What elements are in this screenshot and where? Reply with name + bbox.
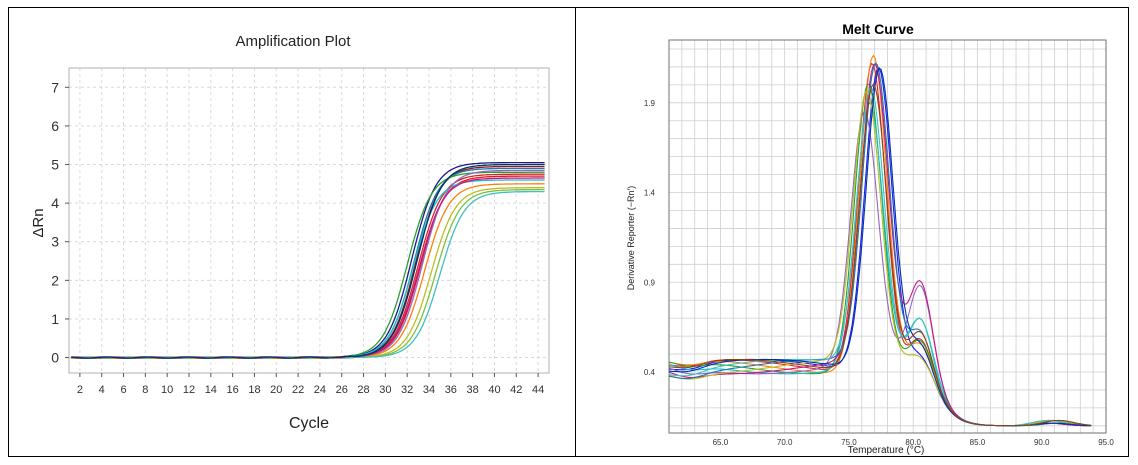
amp-x-tick-label: 14: [205, 384, 217, 396]
amp-x-tick-label: 40: [488, 384, 500, 396]
amp-x-tick-label: 28: [357, 384, 369, 396]
amp-y-tick-label: 0: [51, 350, 59, 366]
melt-y-tick-label: 1.9: [644, 99, 656, 108]
amp-y-tick-label: 7: [51, 79, 59, 95]
amp-x-tick-label: 34: [423, 384, 435, 396]
amplification-plot: Amplification Plot 2 4 6 8 10 12 14 16 18 20 22 24 2…: [30, 33, 550, 432]
amp-x-tick-label: 4: [99, 384, 105, 396]
amplification-grid: [69, 68, 549, 373]
melt-x-tick-label: 75.0: [841, 438, 857, 447]
melt-y-tick-label: 0.9: [644, 278, 656, 287]
melt-x-tick-label: 65.0: [713, 438, 729, 447]
amplification-y-ticks: 0 1 2 3 4 5 6 7: [51, 79, 69, 366]
amplification-y-label: ΔRn: [30, 208, 47, 237]
amp-x-tick-label: 8: [142, 384, 148, 396]
amp-series-line: [71, 171, 545, 359]
amp-series-line: [71, 169, 545, 359]
amp-series-line: [71, 183, 545, 359]
amp-x-tick-label: 44: [532, 384, 544, 396]
melt-y-tick-label: 0.4: [644, 368, 656, 377]
amplification-x-ticks: 2 4 6 8 10 12 14 16 18 20 22 24 26 28 30 32 34 36 38 40 42 44: [77, 373, 544, 396]
melt-y-label: Derivative Reporter (−Rn′): [626, 186, 636, 290]
amp-x-tick-label: 22: [292, 384, 304, 396]
melt-x-tick-label: 85.0: [970, 438, 986, 447]
amp-x-tick-label: 42: [510, 384, 522, 396]
amp-series-line: [71, 190, 545, 359]
amp-series-line: [71, 188, 545, 359]
melt-curve-title: Melt Curve: [842, 21, 914, 37]
figure-frame: Amplification Plot 2 4 6 8 10 12 14 16 18 20 22 24 2…: [8, 7, 1129, 457]
amp-x-tick-label: 38: [467, 384, 479, 396]
melt-series-line: [668, 90, 1092, 427]
panel-divider: [575, 8, 576, 456]
amp-x-tick-label: 6: [120, 384, 126, 396]
melt-series-line: [668, 87, 1092, 427]
amp-x-tick-label: 26: [336, 384, 348, 396]
amp-x-tick-label: 20: [270, 384, 282, 396]
amp-y-tick-label: 1: [51, 311, 59, 327]
amplification-plot-area: [68, 67, 550, 374]
amp-series-line: [71, 187, 545, 359]
melt-x-tick-label: 80.0: [905, 438, 921, 447]
melt-y-ticks: 0.4 0.9 1.4 1.9: [644, 99, 656, 377]
amp-x-tick-label: 36: [445, 384, 457, 396]
amp-x-tick-label: 16: [227, 384, 239, 396]
amp-x-tick-label: 18: [248, 384, 260, 396]
amp-series-line: [71, 177, 545, 359]
melt-curve-plot: Melt Curve 65.0 70.0 75.0 80.0 85.0 90.0 95.0 …: [626, 21, 1115, 456]
amp-series-line: [71, 165, 545, 359]
amp-x-tick-label: 12: [183, 384, 195, 396]
amp-y-tick-label: 4: [51, 195, 59, 211]
amplification-series-group: [71, 161, 545, 359]
amp-x-tick-label: 24: [314, 384, 326, 396]
amp-y-tick-label: 3: [51, 234, 59, 250]
melt-series-group: [668, 54, 1092, 427]
amp-series-line: [71, 163, 545, 359]
amp-x-tick-label: 32: [401, 384, 413, 396]
melt-x-tick-label: 70.0: [777, 438, 793, 447]
amplification-x-label: Cycle: [289, 415, 329, 432]
melt-x-tick-label: 95.0: [1098, 438, 1114, 447]
melt-x-tick-label: 90.0: [1034, 438, 1050, 447]
melt-x-ticks: 65.0 70.0 75.0 80.0 85.0 90.0 95.0: [713, 438, 1115, 447]
melt-series-line: [668, 83, 1092, 427]
melt-plot-area: [668, 39, 1107, 434]
melt-series-line: [668, 83, 1092, 427]
melt-x-label: Temperature (°C): [848, 445, 925, 456]
amp-series-line: [71, 179, 545, 359]
amp-x-tick-label: 30: [379, 384, 391, 396]
melt-series-line: [668, 111, 1092, 427]
amp-x-tick-label: 2: [77, 384, 83, 396]
melt-grid: [669, 40, 1107, 433]
amp-y-tick-label: 2: [51, 272, 59, 288]
melt-y-tick-label: 1.4: [644, 189, 656, 198]
amp-x-tick-label: 10: [161, 384, 173, 396]
amplification-plot-title: Amplification Plot: [235, 33, 351, 50]
amp-series-line: [71, 161, 545, 359]
amp-y-tick-label: 6: [51, 118, 59, 134]
amp-y-tick-label: 5: [51, 157, 59, 173]
